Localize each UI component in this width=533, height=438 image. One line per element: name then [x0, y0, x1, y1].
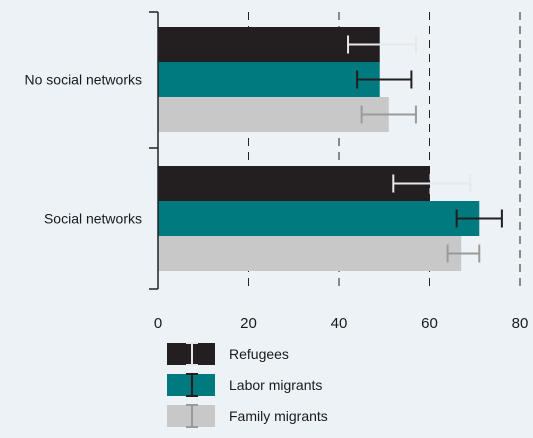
error-bar-2-2 — [455, 209, 503, 228]
bars — [158, 27, 480, 271]
x-tick-label-20: 20 — [240, 315, 257, 332]
bar-2-2 — [158, 201, 480, 236]
error-bar-1-1 — [347, 35, 417, 54]
legend-label: Labor migrants — [229, 377, 322, 393]
bar-1-2 — [158, 166, 430, 201]
error-bars — [347, 35, 503, 263]
x-tick-labels: 0 20 40 60 80 — [154, 315, 529, 332]
bar-1-1 — [158, 27, 380, 62]
x-tick-label-40: 40 — [331, 315, 348, 332]
legend-item-3: Family migrants — [167, 404, 328, 428]
axes — [149, 11, 159, 290]
legend: Refugees Labor migrants Family migrants — [167, 342, 328, 428]
x-tick-label-60: 60 — [421, 315, 438, 332]
bar-3-2 — [158, 236, 462, 271]
error-bar-3-1 — [360, 105, 417, 124]
legend-label: Refugees — [229, 346, 289, 362]
bar-2-1 — [158, 62, 380, 97]
x-tick-label-0: 0 — [154, 315, 162, 332]
category-label-1: No social networks — [25, 72, 143, 88]
legend-item-1: Refugees — [167, 342, 289, 366]
error-bar-3-2 — [446, 244, 481, 263]
x-tick-label-80: 80 — [512, 315, 529, 332]
legend-label: Family migrants — [229, 408, 328, 424]
category-labels: No social networks Social networks — [25, 72, 143, 227]
error-bar-1-2 — [392, 174, 472, 193]
bar-3-1 — [158, 97, 389, 132]
legend-item-2: Labor migrants — [167, 373, 322, 397]
error-bar-2-1 — [356, 70, 413, 89]
category-label-2: Social networks — [44, 211, 142, 227]
